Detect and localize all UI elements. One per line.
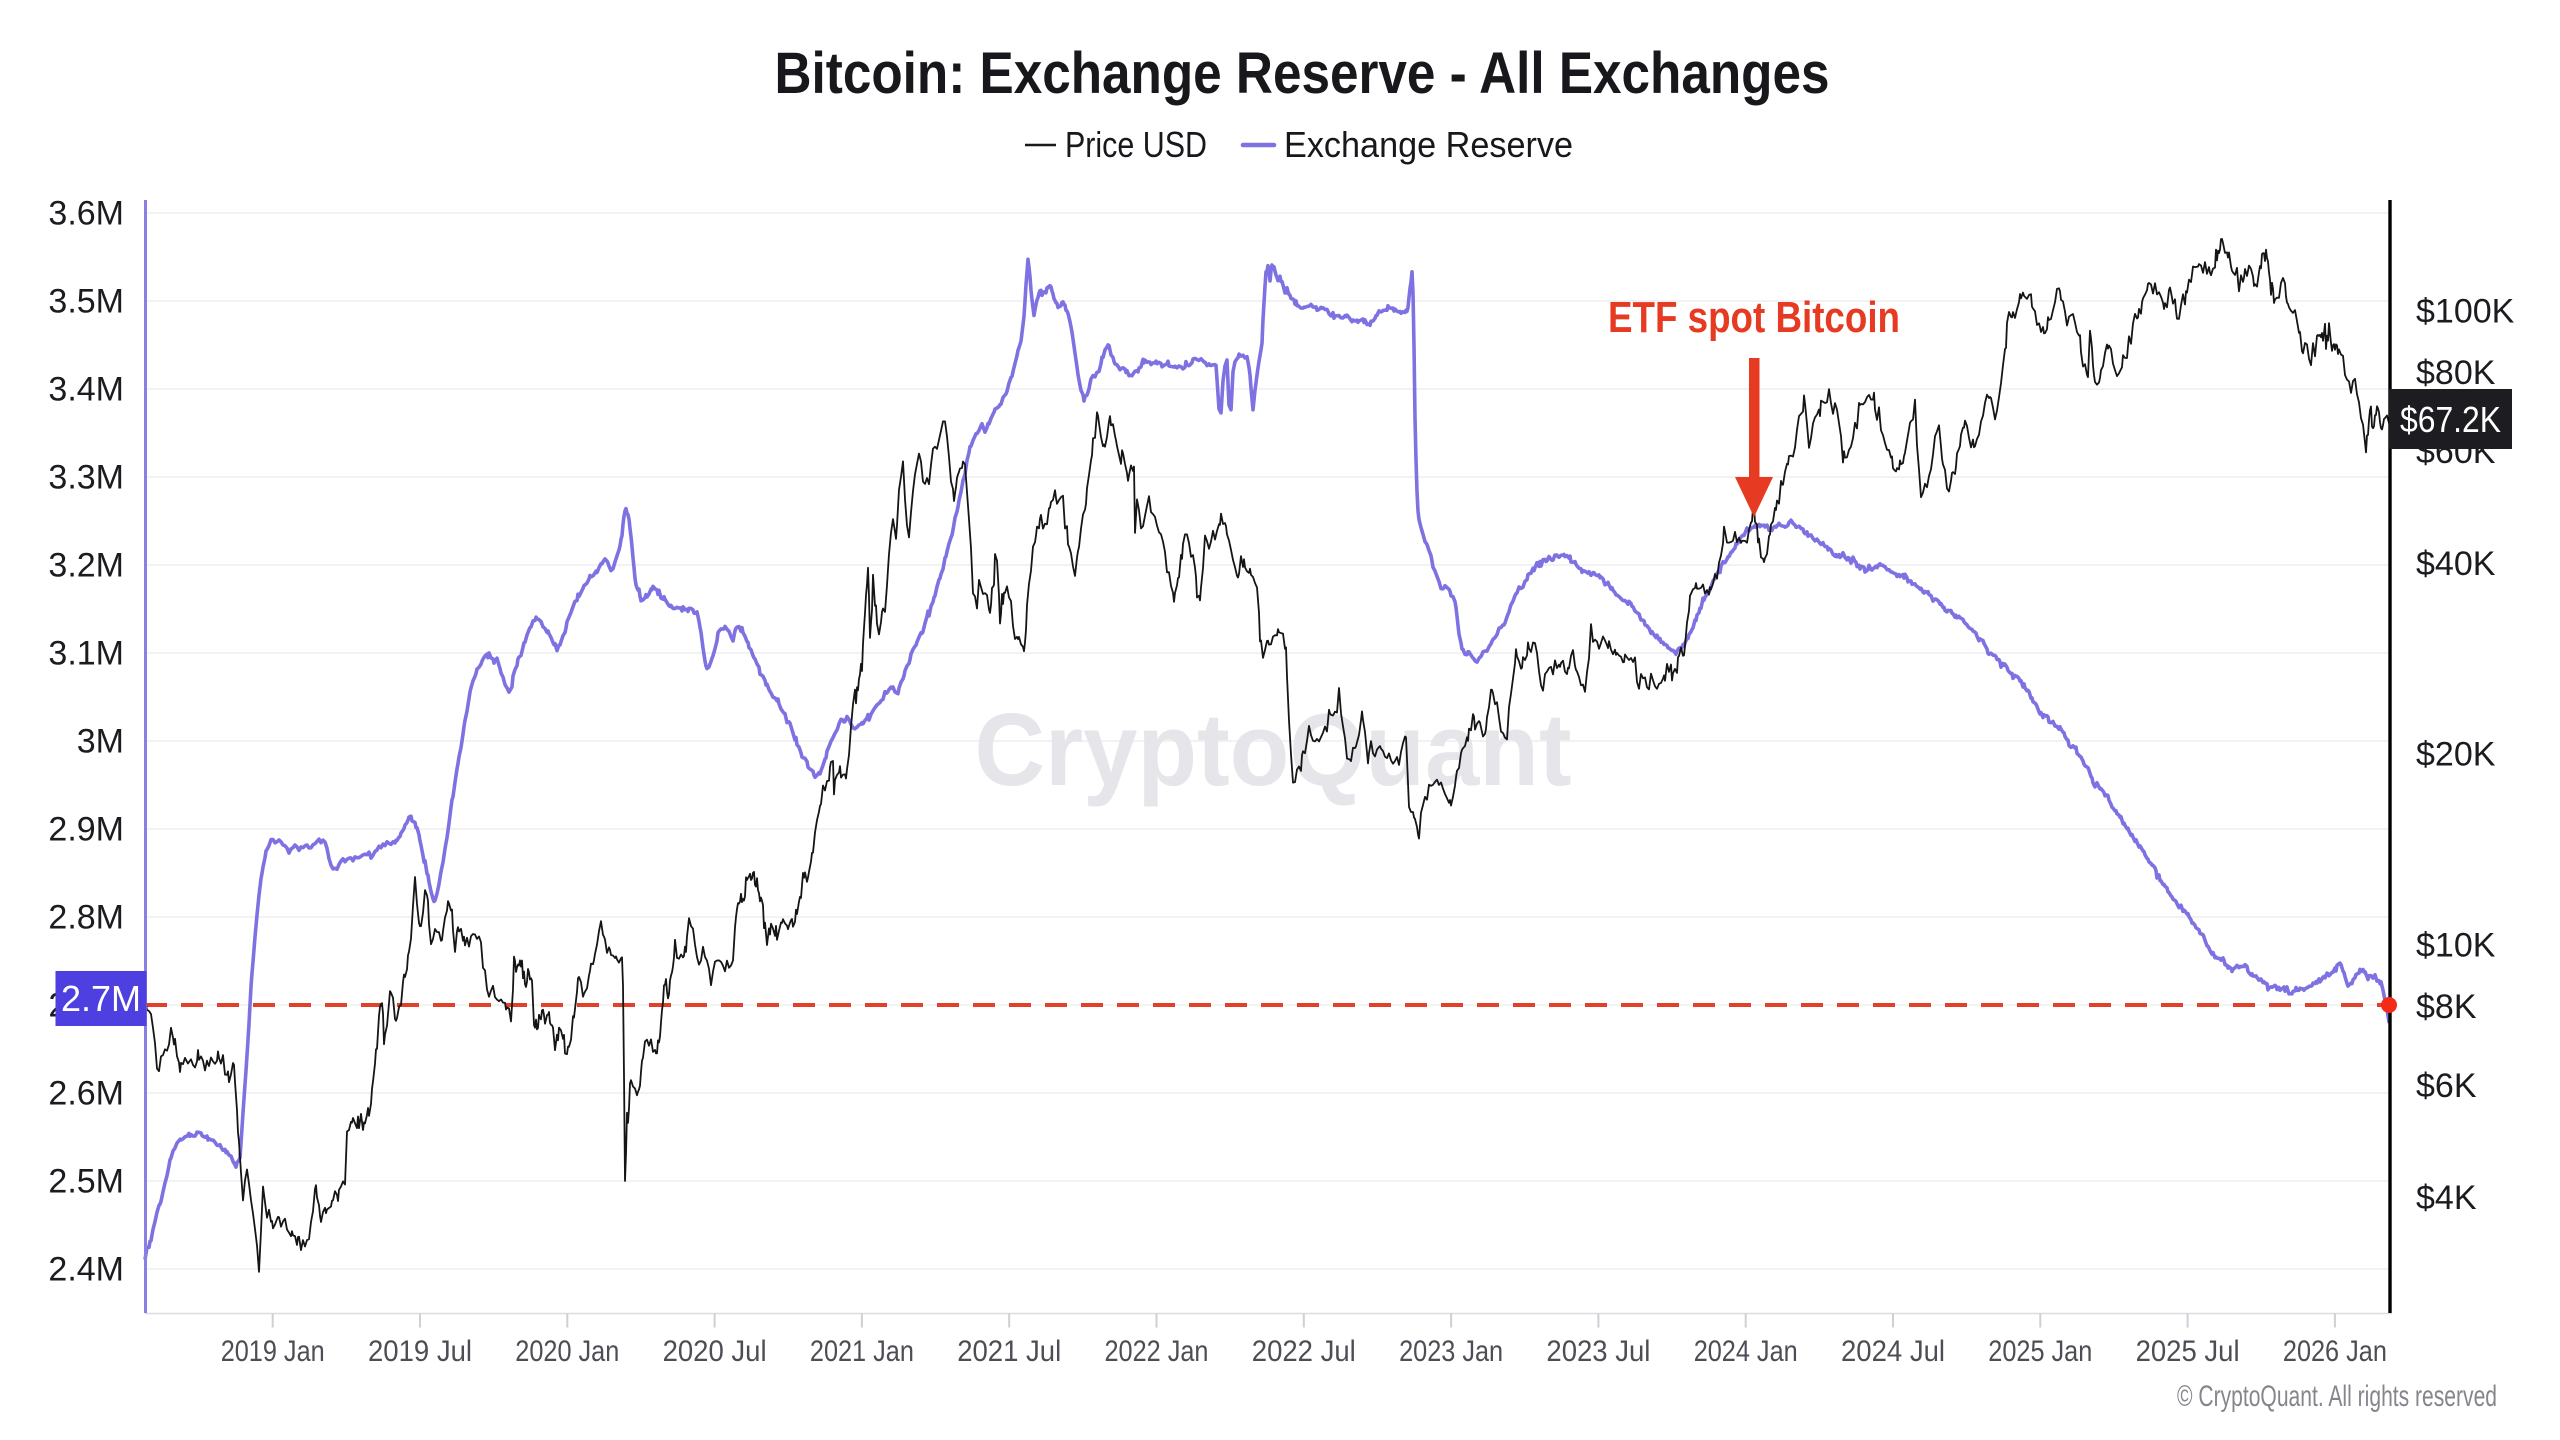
svg-text:2023 Jul: 2023 Jul: [1546, 1335, 1650, 1368]
svg-text:3.4M: 3.4M: [48, 371, 124, 409]
svg-text:$4K: $4K: [2416, 1179, 2477, 1217]
svg-text:$10K: $10K: [2416, 927, 2496, 965]
svg-text:2021 Jul: 2021 Jul: [957, 1335, 1061, 1368]
svg-text:2026 Jan: 2026 Jan: [2283, 1335, 2387, 1368]
svg-text:© CryptoQuant. All rights rese: © CryptoQuant. All rights reserved: [2177, 1380, 2497, 1413]
svg-text:2.5M: 2.5M: [48, 1163, 124, 1201]
svg-text:3.3M: 3.3M: [48, 459, 124, 497]
svg-text:Price USD: Price USD: [1065, 124, 1207, 165]
svg-text:2023 Jan: 2023 Jan: [1399, 1335, 1503, 1368]
svg-text:2.8M: 2.8M: [48, 899, 124, 937]
svg-text:ETF spot Bitcoin: ETF spot Bitcoin: [1608, 293, 1900, 342]
svg-text:$40K: $40K: [2416, 545, 2496, 583]
svg-text:$20K: $20K: [2416, 736, 2496, 774]
svg-text:2022 Jan: 2022 Jan: [1105, 1335, 1209, 1368]
svg-text:2.6M: 2.6M: [48, 1075, 124, 1113]
svg-text:2.7M: 2.7M: [61, 978, 141, 1019]
svg-text:2024 Jan: 2024 Jan: [1694, 1335, 1798, 1368]
svg-text:2.9M: 2.9M: [48, 811, 124, 849]
svg-text:3.2M: 3.2M: [48, 547, 124, 585]
svg-text:2021 Jan: 2021 Jan: [810, 1335, 914, 1368]
svg-text:2.4M: 2.4M: [48, 1251, 124, 1289]
svg-text:2025 Jan: 2025 Jan: [1988, 1335, 2092, 1368]
svg-text:$80K: $80K: [2416, 354, 2496, 392]
svg-text:2020 Jul: 2020 Jul: [663, 1335, 767, 1368]
svg-text:3.5M: 3.5M: [48, 283, 124, 321]
svg-text:2022 Jul: 2022 Jul: [1252, 1335, 1356, 1368]
svg-text:2020 Jan: 2020 Jan: [515, 1335, 619, 1368]
svg-text:3M: 3M: [77, 723, 124, 761]
svg-text:2019 Jan: 2019 Jan: [221, 1335, 325, 1368]
svg-text:CryptoQuant: CryptoQuant: [975, 692, 1572, 807]
svg-text:3.1M: 3.1M: [48, 635, 124, 673]
svg-text:$100K: $100K: [2416, 293, 2515, 331]
svg-text:Bitcoin: Exchange Reserve - Al: Bitcoin: Exchange Reserve - All Exchange…: [775, 41, 1830, 106]
svg-text:2025 Jul: 2025 Jul: [2136, 1335, 2240, 1368]
svg-text:Exchange Reserve: Exchange Reserve: [1284, 124, 1573, 165]
svg-text:$8K: $8K: [2416, 988, 2477, 1026]
svg-text:2024 Jul: 2024 Jul: [1841, 1335, 1945, 1368]
svg-text:$67.2K: $67.2K: [2400, 399, 2501, 440]
svg-text:3.6M: 3.6M: [48, 195, 124, 233]
svg-text:2019 Jul: 2019 Jul: [368, 1335, 472, 1368]
svg-text:$6K: $6K: [2416, 1067, 2477, 1105]
